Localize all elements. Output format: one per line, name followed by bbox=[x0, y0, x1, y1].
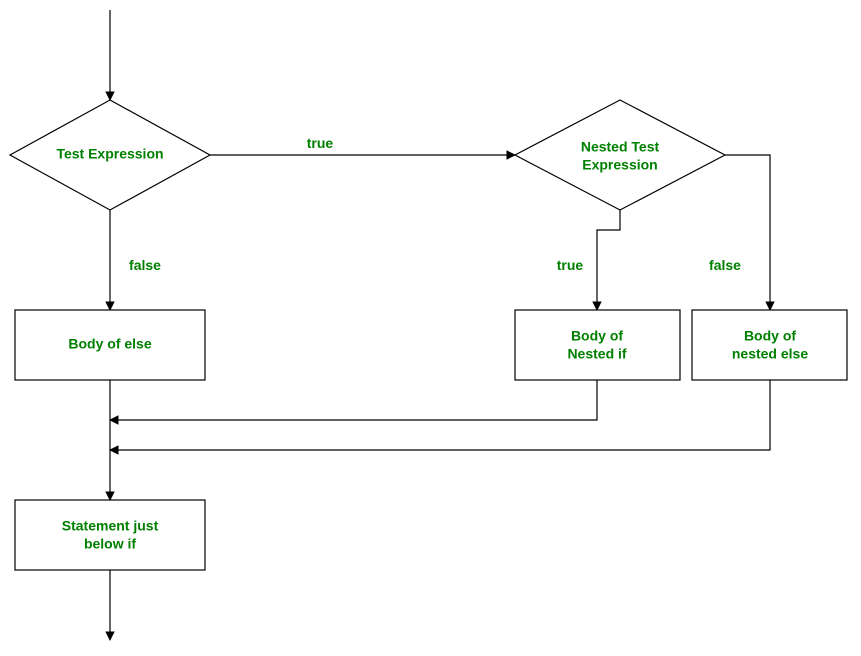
node-body-else: Body of else bbox=[15, 310, 205, 380]
node-body-nested-else: Body of nested else bbox=[692, 310, 847, 380]
node-body-nested-if: Body of Nested if bbox=[515, 310, 680, 380]
label-false-outer: false bbox=[129, 257, 161, 273]
edge-nested-else-merge bbox=[110, 380, 770, 450]
label-body-nested-if-line1: Body of bbox=[571, 328, 623, 344]
label-body-else: Body of else bbox=[68, 336, 151, 352]
label-stmt-below-line2: below if bbox=[84, 536, 136, 552]
label-nested-test-line1: Nested Test bbox=[581, 139, 660, 155]
label-test-expression: Test Expression bbox=[56, 146, 163, 162]
label-body-nested-else-line1: Body of bbox=[744, 328, 796, 344]
node-test-expression: Test Expression bbox=[10, 100, 210, 210]
label-false-inner: false bbox=[709, 257, 741, 273]
node-nested-test-expression: Nested Test Expression bbox=[515, 100, 725, 210]
label-body-nested-if-line2: Nested if bbox=[567, 346, 626, 362]
label-true-inner: true bbox=[557, 257, 584, 273]
flowchart-canvas: Test Expression true false Nested Test E… bbox=[0, 0, 861, 656]
label-true-outer: true bbox=[307, 135, 334, 151]
edge-true-inner bbox=[597, 210, 620, 310]
edge-nested-if-merge bbox=[110, 380, 597, 420]
label-body-nested-else-line2: nested else bbox=[732, 346, 808, 362]
edge-false-inner bbox=[725, 155, 770, 310]
node-statement-below-if: Statement just below if bbox=[15, 500, 205, 570]
label-nested-test-line2: Expression bbox=[582, 157, 657, 173]
label-stmt-below-line1: Statement just bbox=[62, 518, 159, 534]
